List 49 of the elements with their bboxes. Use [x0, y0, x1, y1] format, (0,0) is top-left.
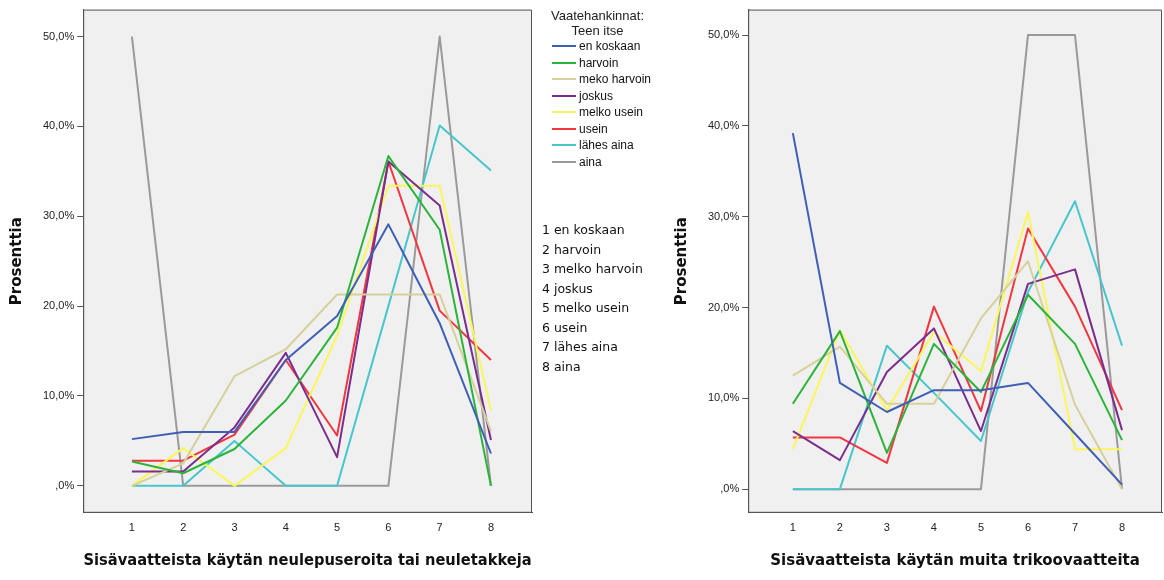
legend-title: Vaatehankinnat: Teen itse [550, 8, 645, 38]
text: 2 harvoin [542, 240, 603, 259]
legend-label: en koskaan [579, 39, 641, 54]
legend-label: meko harvoin [579, 72, 652, 87]
y-tick-label: 40,0% [42, 119, 75, 132]
y-tick-label: 50,0% [707, 28, 740, 41]
legend-label: joskus [579, 88, 614, 103]
y-tick-label: 20,0% [707, 300, 740, 313]
text: 7 lähes aina [542, 338, 619, 356]
y-tick-label: 50,0% [42, 29, 75, 42]
x-tick-label: 4 [930, 521, 937, 534]
x-tick-label: 6 [385, 521, 392, 534]
x-tick-label: 1 [789, 521, 796, 534]
x-tick-label: 2 [180, 521, 187, 534]
legend-label: melko usein [579, 105, 644, 120]
text: 4 joskus [542, 279, 594, 298]
y-tick-label: ,0% [55, 478, 75, 491]
text: 5 melko usein [542, 299, 631, 317]
x-tick-label: 6 [1024, 521, 1032, 534]
x-tick-label: 7 [436, 521, 443, 534]
x-axis-title: Sisävaatteista käytän neulepuseroita tai neuletakkeja [83, 550, 532, 568]
y-tick-label: 10,0% [707, 391, 740, 404]
y-tick-label: 20,0% [42, 299, 75, 312]
text: 8 aina [542, 357, 582, 376]
y-tick-label: 10,0% [42, 389, 75, 402]
legend-label: lähes aina [579, 138, 634, 153]
y-tick-label: 30,0% [42, 209, 75, 222]
x-tick-label: 5 [977, 521, 985, 534]
text: 6 usein [542, 318, 589, 337]
x-tick-label: 4 [282, 521, 289, 534]
x-tick-label: 7 [1071, 521, 1079, 534]
y-axis-title: Prosenttia [6, 217, 25, 306]
x-tick-label: 3 [231, 521, 238, 534]
x-tick-label: 2 [836, 521, 843, 534]
legend-label: usein [579, 121, 608, 136]
text: 1 en koskaan [542, 221, 626, 239]
x-tick-label: 1 [128, 521, 135, 534]
x-tick-label: 8 [487, 521, 495, 534]
y-tick-label: 40,0% [707, 118, 740, 131]
y-tick-label: ,0% [720, 482, 740, 495]
y-axis-title: Prosenttia [671, 217, 690, 306]
x-axis-title: Sisävaatteista käytän muita trikoovaatteita [770, 550, 1140, 569]
x-tick-label: 5 [334, 521, 341, 534]
legend-label: aina [579, 154, 602, 169]
x-tick-label: 3 [883, 521, 890, 534]
y-tick-label: 30,0% [707, 209, 740, 222]
legend-label: harvoin [579, 55, 619, 70]
text: 3 melko harvoin [542, 260, 644, 278]
x-tick-label: 8 [1118, 521, 1126, 534]
